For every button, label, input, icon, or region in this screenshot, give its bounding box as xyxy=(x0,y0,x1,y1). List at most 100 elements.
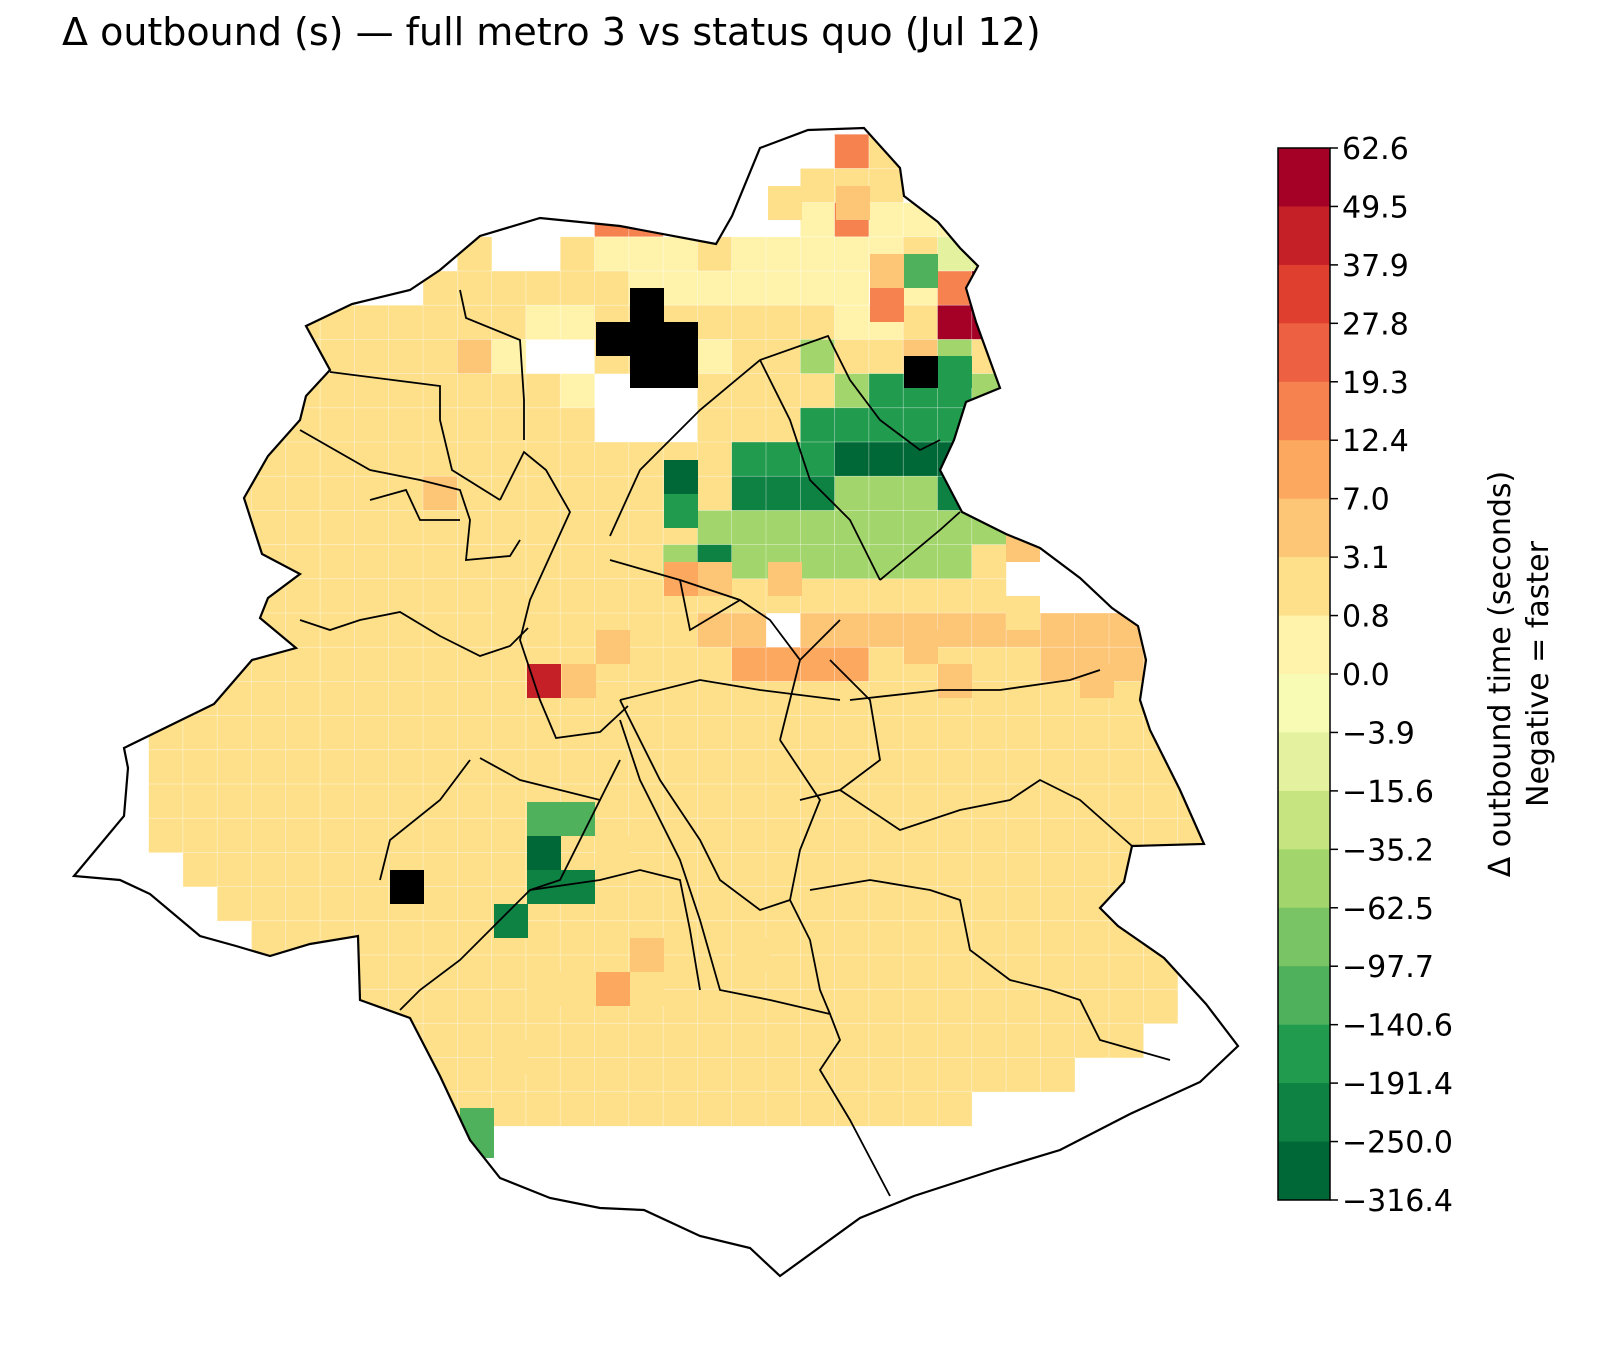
heatmap-cell xyxy=(354,578,390,614)
heatmap-cell xyxy=(765,852,801,888)
heatmap-cell xyxy=(559,578,596,614)
colorbar-segment xyxy=(1278,1083,1330,1143)
heatmap-cell xyxy=(902,441,939,477)
heatmap-cell xyxy=(354,510,390,546)
heatmap-cell xyxy=(799,270,836,306)
heatmap-cell xyxy=(1005,304,1041,341)
missing-data-cell xyxy=(596,322,698,356)
heatmap-cell xyxy=(971,475,1007,512)
heatmap-cell xyxy=(559,1023,596,1059)
heatmap-cell xyxy=(354,817,390,854)
heatmap-cell xyxy=(525,407,561,443)
heatmap-cell xyxy=(697,373,733,409)
heatmap-cell xyxy=(868,202,904,238)
heatmap-cell xyxy=(765,1091,801,1127)
heatmap-cell xyxy=(319,339,356,375)
heatmap-cell xyxy=(594,578,630,614)
heatmap-cell xyxy=(1143,646,1179,683)
heatmap-cell xyxy=(1074,988,1110,1025)
colorbar-segment xyxy=(1278,148,1330,207)
heatmap-cell xyxy=(1040,681,1076,717)
heatmap-cell xyxy=(182,544,218,580)
heatmap-cell xyxy=(971,817,1007,854)
heatmap-cell xyxy=(971,646,1007,683)
heatmap-cell xyxy=(456,373,493,409)
heatmap-cell xyxy=(731,304,767,341)
heatmap-cell xyxy=(216,407,253,443)
heatmap-cell xyxy=(1005,954,1041,990)
heatmap-cell xyxy=(148,783,184,819)
heatmap-cell xyxy=(765,236,801,272)
heatmap-cell xyxy=(388,988,424,1025)
heatmap-cell xyxy=(799,988,836,1025)
heatmap-cell xyxy=(216,783,253,819)
heatmap-cell xyxy=(799,441,836,477)
heatmap-cell xyxy=(697,920,733,956)
heatmap-cell xyxy=(971,681,1007,717)
heatmap-cell xyxy=(799,852,836,888)
heatmap-cell xyxy=(285,373,321,409)
heatmap-cell xyxy=(731,510,767,546)
heatmap-cell xyxy=(354,304,390,341)
heatmap-cell xyxy=(1143,783,1179,819)
heatmap-cell xyxy=(799,886,836,922)
colorbar-segment xyxy=(1278,732,1330,792)
missing-data-cell xyxy=(904,356,938,388)
heatmap-cell xyxy=(422,646,458,683)
heatmap-cell xyxy=(388,441,424,477)
heatmap-cell xyxy=(1005,373,1041,409)
heatmap-cell xyxy=(697,886,733,922)
heatmap-cell xyxy=(1040,646,1076,683)
heatmap-cell xyxy=(594,920,630,956)
heatmap-cell xyxy=(697,988,733,1025)
heatmap-cell xyxy=(456,715,493,751)
heatmap-cell xyxy=(354,441,390,477)
heatmap-cell xyxy=(456,920,493,956)
heatmap-cell xyxy=(662,715,698,751)
heatmap-cell xyxy=(697,715,733,751)
heatmap-cell xyxy=(216,749,253,785)
heatmap-cell xyxy=(251,886,287,922)
heatmap-cell xyxy=(525,544,561,580)
heatmap-cell xyxy=(799,783,836,819)
heatmap-cell xyxy=(285,681,321,717)
heatmap-cell xyxy=(697,783,733,819)
heatmap-cell xyxy=(664,494,698,528)
heatmap-cell xyxy=(1108,749,1144,785)
heatmap-cell xyxy=(285,407,321,443)
heatmap-cell xyxy=(971,715,1007,751)
heatmap-cell xyxy=(182,510,218,546)
heatmap-cell xyxy=(594,544,630,580)
heatmap-cell xyxy=(902,510,939,546)
heatmap-cell xyxy=(456,475,493,512)
heatmap-cell xyxy=(525,920,561,956)
colorbar-segment xyxy=(1278,1024,1330,1084)
heatmap-cell xyxy=(628,783,664,819)
heatmap-cell xyxy=(971,886,1007,922)
heatmap-cell xyxy=(1074,954,1110,990)
heatmap-cell xyxy=(594,749,630,785)
heatmap-cell xyxy=(285,783,321,819)
heatmap-cell xyxy=(662,270,698,306)
heatmap-cell xyxy=(319,852,356,888)
heatmap-cell xyxy=(1040,1023,1076,1059)
heatmap-cell xyxy=(596,836,630,870)
heatmap-cell xyxy=(594,1091,630,1127)
heatmap-cell xyxy=(216,373,253,409)
heatmap-cell xyxy=(628,612,664,648)
heatmap-cell xyxy=(799,646,836,683)
heatmap-cell xyxy=(354,646,390,683)
colorbar-segment xyxy=(1278,557,1330,617)
heatmap-cell xyxy=(319,373,356,409)
heatmap-cell xyxy=(834,1057,870,1093)
heatmap-cell xyxy=(834,749,870,785)
heatmap-cell xyxy=(456,544,493,580)
heatmap-cell xyxy=(1040,1057,1076,1093)
heatmap-cell xyxy=(594,202,630,238)
colorbar-segment xyxy=(1278,1141,1330,1201)
heatmap-cell xyxy=(937,544,973,580)
heatmap-cell xyxy=(1005,646,1041,683)
heatmap-cell xyxy=(937,886,973,922)
heatmap-cell xyxy=(559,304,596,341)
heatmap-cell xyxy=(527,836,561,870)
